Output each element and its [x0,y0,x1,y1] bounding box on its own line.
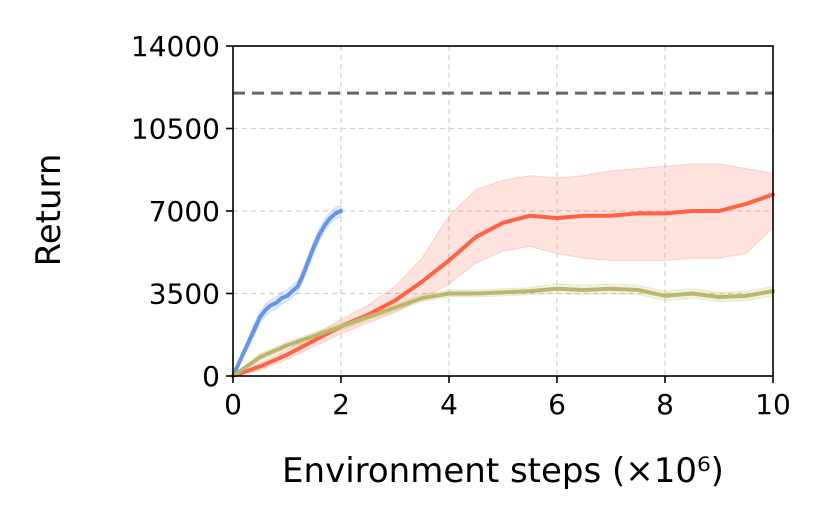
series-3-band [232,283,774,377]
y-tick-label: 10500 [131,113,220,146]
x-tick-label: 0 [224,388,242,421]
x-axis: 0 2 4 6 8 10 [224,376,791,421]
series-lines [231,192,775,378]
x-tick-label: 10 [755,388,791,421]
series-1-line [231,209,343,378]
confidence-bands [232,163,774,377]
x-axis-label: Environment steps (×10⁶) [282,451,724,491]
series-3-line [231,286,775,378]
y-tick-label: 14000 [131,30,220,63]
x-tick-label: 2 [332,388,350,421]
y-tick-label: 7000 [149,195,220,228]
y-axis: 0 3500 7000 10500 14000 [131,30,233,393]
y-tick-label: 0 [202,360,220,393]
x-tick-label: 8 [656,388,674,421]
y-axis-label: Return [29,154,69,267]
series-2-band [232,163,774,377]
x-tick-label: 6 [548,388,566,421]
x-tick-label: 4 [440,388,458,421]
series-2-line [231,192,775,378]
y-tick-label: 3500 [149,278,220,311]
